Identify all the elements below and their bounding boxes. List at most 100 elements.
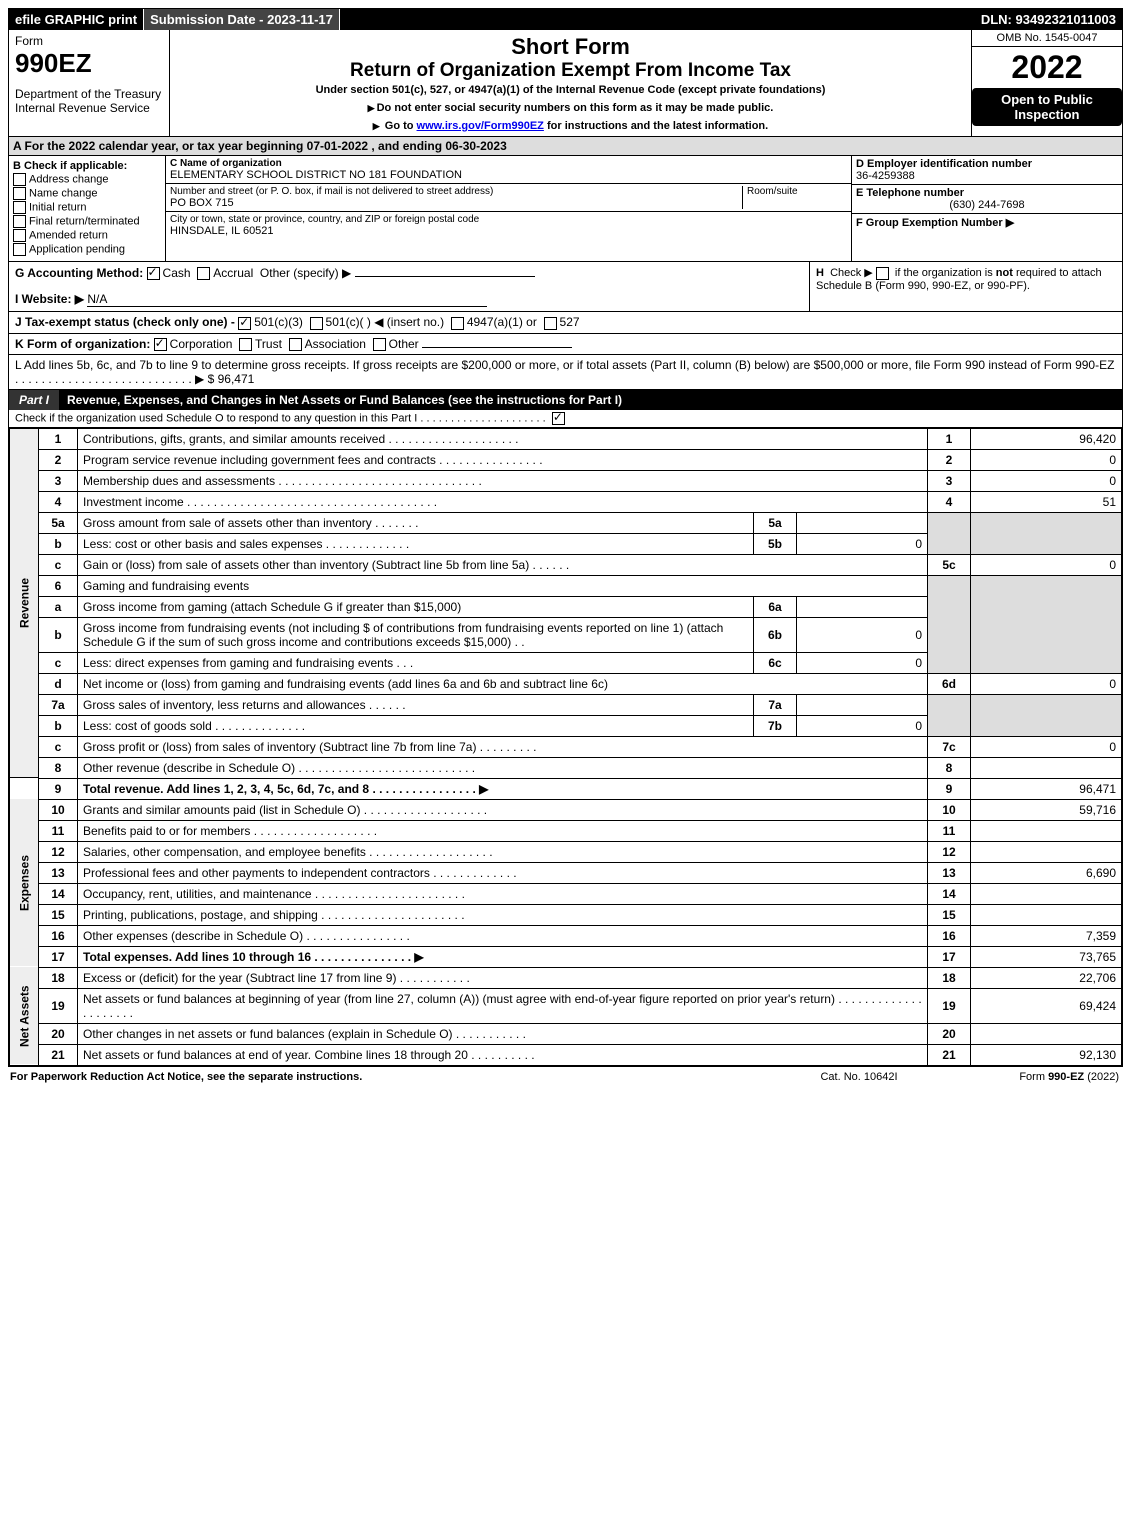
note-ssn: Do not enter social security numbers on … xyxy=(176,102,965,114)
addr-value: PO BOX 715 xyxy=(170,197,742,209)
line-h: H Check ▶ if the organization is not req… xyxy=(809,262,1122,311)
netassets-side: Net Assets xyxy=(10,967,39,1065)
table-row: Expenses 10Grants and similar amounts pa… xyxy=(10,799,1122,820)
cb-schedule-b[interactable] xyxy=(876,267,889,280)
addr-row: Number and street (or P. O. box, if mail… xyxy=(166,184,851,212)
table-row: 21Net assets or fund balances at end of … xyxy=(10,1044,1122,1065)
block-def: D Employer identification number 36-4259… xyxy=(852,156,1122,261)
cb-accrual[interactable] xyxy=(197,267,210,280)
tax-year: 2022 xyxy=(972,47,1122,88)
phone-value: (630) 244-7698 xyxy=(856,199,1118,211)
form-990ez: efile GRAPHIC print Submission Date - 20… xyxy=(8,8,1123,1067)
topbar-spacer xyxy=(340,9,975,30)
footer-center: Cat. No. 10642I xyxy=(759,1071,959,1083)
cb-schedule-o[interactable] xyxy=(552,412,565,425)
efile-label[interactable]: efile GRAPHIC print xyxy=(9,9,143,30)
irs-link[interactable]: www.irs.gov/Form990EZ xyxy=(417,120,544,132)
gih-row: G Accounting Method: Cash Accrual Other … xyxy=(9,262,1122,312)
table-row: Revenue 1Contributions, gifts, grants, a… xyxy=(10,428,1122,449)
l-value: 96,471 xyxy=(218,372,255,386)
city-value: HINSDALE, IL 60521 xyxy=(170,225,847,237)
submission-date: Submission Date - 2023-11-17 xyxy=(143,9,340,30)
note-goto: Go to www.irs.gov/Form990EZ for instruct… xyxy=(176,120,965,132)
table-row: 15Printing, publications, postage, and s… xyxy=(10,904,1122,925)
cb-association[interactable] xyxy=(289,338,302,351)
cb-501c3[interactable] xyxy=(238,317,251,330)
part-i-num: Part I xyxy=(9,390,59,410)
block-bcdef: B Check if applicable: Address change Na… xyxy=(9,156,1122,262)
org-name: ELEMENTARY SCHOOL DISTRICT NO 181 FOUNDA… xyxy=(170,169,847,181)
header-left: Form 990EZ Department of the Treasury In… xyxy=(9,30,170,136)
line-k: K Form of organization: Corporation Trus… xyxy=(9,334,1122,355)
g-label: G Accounting Method: xyxy=(15,266,143,280)
table-row: dNet income or (loss) from gaming and fu… xyxy=(10,673,1122,694)
ein-label: D Employer identification number xyxy=(856,158,1118,170)
table-row: 12Salaries, other compensation, and empl… xyxy=(10,841,1122,862)
dept-label: Department of the Treasury Internal Reve… xyxy=(15,87,163,115)
phone-label: E Telephone number xyxy=(856,187,1118,199)
website-value: N/A xyxy=(87,292,487,307)
table-row: 5aGross amount from sale of assets other… xyxy=(10,512,1122,533)
table-row: 4Investment income . . . . . . . . . . .… xyxy=(10,491,1122,512)
footer: For Paperwork Reduction Act Notice, see … xyxy=(8,1067,1121,1087)
line-i: I Website: ▶ N/A xyxy=(15,292,803,307)
addr-label: Number and street (or P. O. box, if mail… xyxy=(170,186,742,197)
phone-row: E Telephone number (630) 244-7698 xyxy=(852,185,1122,214)
table-row: 3Membership dues and assessments . . . .… xyxy=(10,470,1122,491)
room-label: Room/suite xyxy=(742,186,847,209)
table-row: 6Gaming and fundraising events xyxy=(10,575,1122,596)
line-l: L Add lines 5b, 6c, and 7b to line 9 to … xyxy=(9,355,1122,390)
g-other-input[interactable] xyxy=(355,276,535,277)
cb-name-change[interactable]: Name change xyxy=(13,187,161,200)
org-name-row: C Name of organization ELEMENTARY SCHOOL… xyxy=(166,156,851,184)
cb-501c[interactable] xyxy=(310,317,323,330)
group-exemption-row: F Group Exemption Number ▶ xyxy=(852,214,1122,231)
omb-number: OMB No. 1545-0047 xyxy=(972,30,1122,47)
table-row: 17Total expenses. Add lines 10 through 1… xyxy=(10,946,1122,967)
table-row: 20Other changes in net assets or fund ba… xyxy=(10,1023,1122,1044)
gih-left: G Accounting Method: Cash Accrual Other … xyxy=(9,262,809,311)
part-i-sub: Check if the organization used Schedule … xyxy=(9,410,1122,428)
table-row: 19Net assets or fund balances at beginni… xyxy=(10,988,1122,1023)
g-other: Other (specify) ▶ xyxy=(260,266,351,280)
header-center: Short Form Return of Organization Exempt… xyxy=(170,30,971,136)
cb-corporation[interactable] xyxy=(154,338,167,351)
cb-amended-return[interactable]: Amended return xyxy=(13,229,161,242)
table-row: 13Professional fees and other payments t… xyxy=(10,862,1122,883)
dln: DLN: 93492321011003 xyxy=(975,9,1122,30)
ein-value: 36-4259388 xyxy=(856,170,1118,182)
city-label: City or town, state or province, country… xyxy=(170,214,847,225)
header-right: OMB No. 1545-0047 2022 Open to Public In… xyxy=(971,30,1122,136)
cb-address-change[interactable]: Address change xyxy=(13,173,161,186)
part-i-title: Revenue, Expenses, and Changes in Net As… xyxy=(59,390,1122,410)
table-row: 14Occupancy, rent, utilities, and mainte… xyxy=(10,883,1122,904)
table-row: 7aGross sales of inventory, less returns… xyxy=(10,694,1122,715)
line-a: A For the 2022 calendar year, or tax yea… xyxy=(9,137,1122,156)
note-goto-pre: Go to xyxy=(385,120,417,132)
line-j: J Tax-exempt status (check only one) - 5… xyxy=(9,312,1122,333)
table-row: 11Benefits paid to or for members . . . … xyxy=(10,820,1122,841)
part-i-header: Part I Revenue, Expenses, and Changes in… xyxy=(9,390,1122,410)
title-return: Return of Organization Exempt From Incom… xyxy=(176,60,965,82)
cb-initial-return[interactable]: Initial return xyxy=(13,201,161,214)
cb-527[interactable] xyxy=(544,317,557,330)
open-public-badge: Open to Public Inspection xyxy=(972,88,1122,126)
ein-row: D Employer identification number 36-4259… xyxy=(852,156,1122,185)
table-row: 16Other expenses (describe in Schedule O… xyxy=(10,925,1122,946)
cb-trust[interactable] xyxy=(239,338,252,351)
lines-table: Revenue 1Contributions, gifts, grants, a… xyxy=(9,428,1122,1066)
footer-left: For Paperwork Reduction Act Notice, see … xyxy=(10,1071,759,1083)
table-row: 9Total revenue. Add lines 1, 2, 3, 4, 5c… xyxy=(10,778,1122,799)
other-org-input[interactable] xyxy=(422,347,572,348)
table-row: 2Program service revenue including gover… xyxy=(10,449,1122,470)
cb-other-org[interactable] xyxy=(373,338,386,351)
cb-4947[interactable] xyxy=(451,317,464,330)
cb-cash[interactable] xyxy=(147,267,160,280)
form-word: Form xyxy=(15,34,163,48)
top-bar: efile GRAPHIC print Submission Date - 20… xyxy=(9,9,1122,30)
cb-final-return[interactable]: Final return/terminated xyxy=(13,215,161,228)
cb-application-pending[interactable]: Application pending xyxy=(13,243,161,256)
block-b: B Check if applicable: Address change Na… xyxy=(9,156,166,261)
table-row: cGain or (loss) from sale of assets othe… xyxy=(10,554,1122,575)
block-b-header: B Check if applicable: xyxy=(13,160,161,172)
